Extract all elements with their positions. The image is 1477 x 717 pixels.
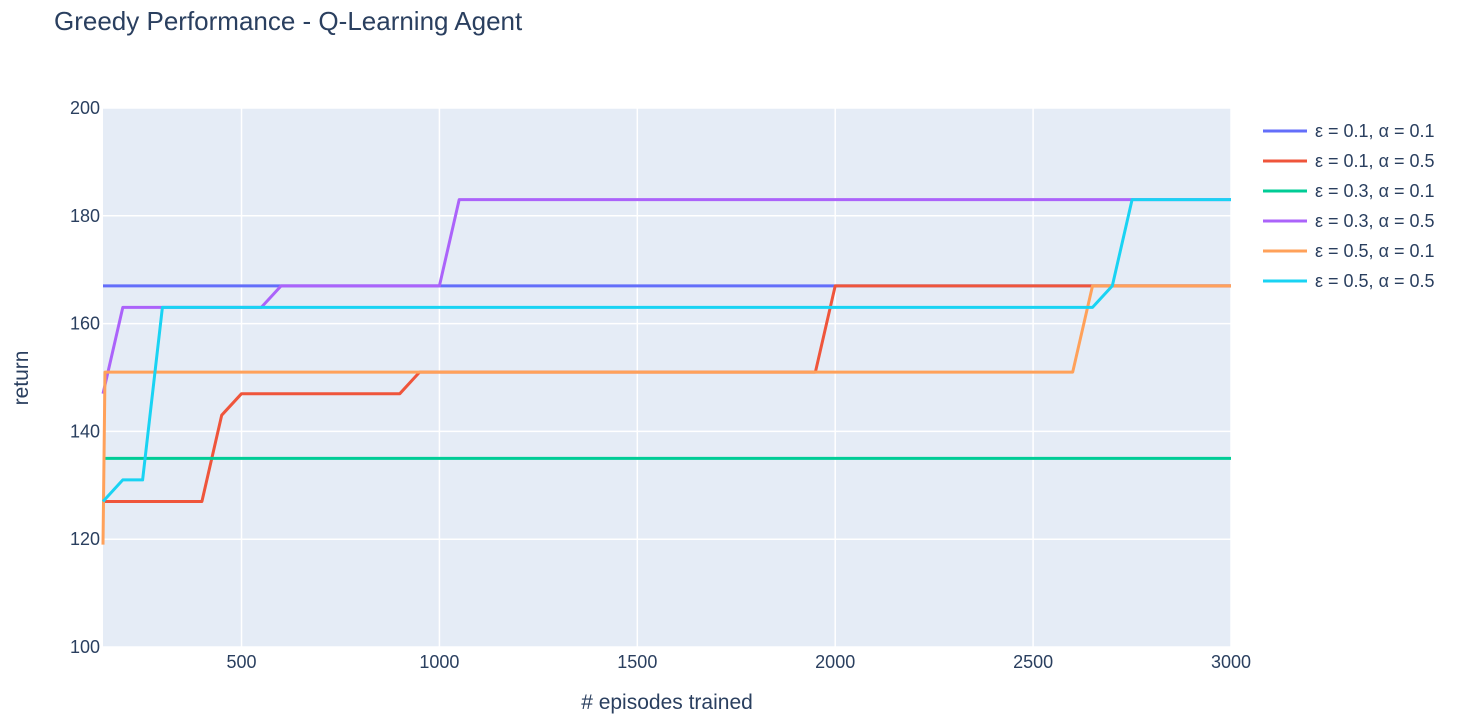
x-tick-label: 2000 xyxy=(815,652,855,672)
y-tick-label: 100 xyxy=(70,637,100,657)
series-line-2 xyxy=(103,284,1231,503)
legend-item[interactable]: ε = 0.3, α = 0.5 xyxy=(1263,211,1435,231)
y-gridlines xyxy=(103,107,1231,648)
y-tick-label: 200 xyxy=(70,98,100,118)
legend-label: ε = 0.5, α = 0.5 xyxy=(1315,271,1435,291)
x-tick-label: 3000 xyxy=(1211,652,1251,672)
x-gridlines xyxy=(240,108,1232,647)
legend-label: ε = 0.1, α = 0.5 xyxy=(1315,151,1435,171)
legend: ε = 0.1, α = 0.1 ε = 0.1, α = 0.5 ε = 0.3,… xyxy=(1263,121,1435,291)
series-lines xyxy=(101,198,1231,545)
legend-item[interactable]: ε = 0.1, α = 0.1 xyxy=(1263,121,1435,141)
series-line-5 xyxy=(101,284,1231,545)
y-tick-label: 120 xyxy=(70,529,100,549)
x-tick-label: 500 xyxy=(227,652,257,672)
series-line-4 xyxy=(101,198,1231,395)
x-tick-label: 2500 xyxy=(1013,652,1053,672)
y-tick-label: 140 xyxy=(70,421,100,441)
y-axis-label: return xyxy=(10,351,33,406)
legend-label: ε = 0.3, α = 0.5 xyxy=(1315,211,1435,231)
legend-label: ε = 0.3, α = 0.1 xyxy=(1315,181,1435,201)
legend-item[interactable]: ε = 0.5, α = 0.5 xyxy=(1263,271,1435,291)
x-tick-labels: 500 1000 1500 2000 2500 3000 xyxy=(227,652,1252,672)
legend-label: ε = 0.1, α = 0.1 xyxy=(1315,121,1435,141)
chart-title: Greedy Performance - Q-Learning Agent xyxy=(54,6,523,36)
y-tick-label: 160 xyxy=(70,314,100,334)
x-tick-label: 1500 xyxy=(617,652,657,672)
y-tick-labels: 100 120 140 160 180 200 xyxy=(70,98,100,657)
legend-item[interactable]: ε = 0.1, α = 0.5 xyxy=(1263,151,1435,171)
y-tick-label: 180 xyxy=(70,206,100,226)
legend-item[interactable]: ε = 0.5, α = 0.1 xyxy=(1263,241,1435,261)
legend-item[interactable]: ε = 0.3, α = 0.1 xyxy=(1263,181,1435,201)
x-axis-label: # episodes trained xyxy=(581,691,753,714)
x-tick-label: 1000 xyxy=(419,652,459,672)
series-line-6 xyxy=(101,198,1231,503)
plot-background xyxy=(103,108,1231,647)
legend-label: ε = 0.5, α = 0.1 xyxy=(1315,241,1435,261)
